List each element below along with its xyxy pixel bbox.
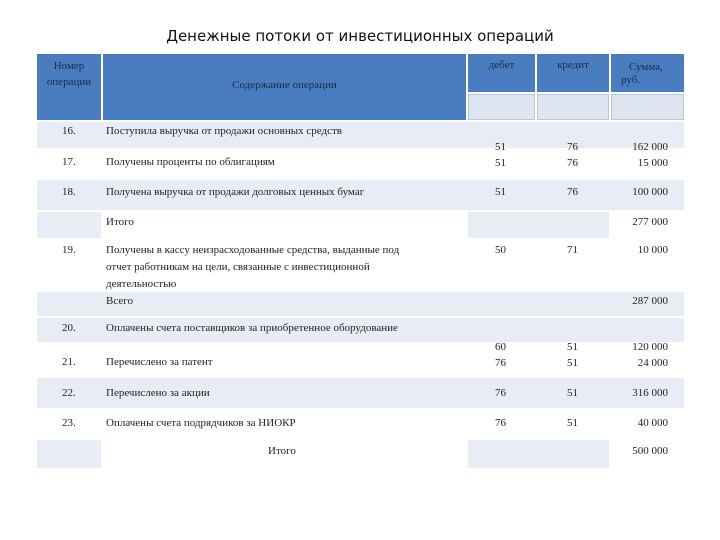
sum-18: 100 000 bbox=[632, 186, 668, 198]
row-num-18: 18. bbox=[62, 186, 76, 198]
vsego-label: Всего bbox=[106, 295, 133, 307]
header-sum-cell: Сумма, руб. bbox=[611, 54, 684, 92]
row-text-19-line1: Получены в кассу неизрасходованные средс… bbox=[106, 244, 400, 256]
credit-23: 51 bbox=[567, 417, 578, 429]
credit-20: 51 bbox=[567, 341, 578, 353]
header-debit-label: дебет bbox=[488, 59, 515, 71]
header-debit-cell: дебет bbox=[468, 54, 535, 92]
credit-19: 71 bbox=[567, 244, 578, 256]
itogo-2-label: Итого bbox=[268, 445, 296, 457]
sum-23: 40 000 bbox=[637, 417, 668, 429]
debit-19: 50 bbox=[495, 244, 506, 256]
sum-19: 10 000 bbox=[637, 244, 668, 256]
credit-18: 76 bbox=[567, 186, 578, 198]
row-num-16: 16. bbox=[62, 125, 76, 137]
credit-21: 51 bbox=[567, 357, 578, 369]
header-content-label: Содержание операции bbox=[232, 79, 337, 91]
debit-23: 76 bbox=[495, 417, 506, 429]
credit-22: 51 bbox=[567, 387, 578, 399]
debit-18: 51 bbox=[495, 186, 506, 198]
row-num-21: 21. bbox=[62, 356, 76, 368]
header-sum-line2: руб. bbox=[621, 74, 641, 86]
sum-21: 24 000 bbox=[637, 357, 668, 369]
header-credit-label: кредит bbox=[557, 59, 589, 71]
band-row-16 bbox=[37, 122, 684, 148]
itogo-1-label: Итого bbox=[106, 216, 134, 228]
header-credit-cell: кредит bbox=[537, 54, 609, 92]
row-text-19-line3: деятельностью bbox=[106, 278, 177, 290]
debit-16: 51 bbox=[495, 141, 506, 153]
header-sub-sum bbox=[611, 94, 684, 120]
row-num-20: 20. bbox=[62, 322, 76, 334]
row-num-17: 17. bbox=[62, 156, 76, 168]
debit-22: 76 bbox=[495, 387, 506, 399]
header-sum-line1: Сумма, bbox=[629, 61, 663, 73]
row-text-16: Поступила выручка от продажи основных ср… bbox=[106, 125, 343, 137]
debit-17: 51 bbox=[495, 157, 506, 169]
row-num-23: 23. bbox=[62, 417, 76, 429]
band-vsego bbox=[37, 292, 684, 316]
vsego-value: 287 000 bbox=[632, 295, 668, 307]
sum-20: 120 000 bbox=[632, 341, 668, 353]
row-text-18: Получена выручка от продажи долговых цен… bbox=[106, 186, 365, 198]
itogo-2-value: 500 000 bbox=[632, 445, 668, 457]
header-num-cell: Номер операции bbox=[37, 54, 101, 120]
row-num-22: 22. bbox=[62, 387, 76, 399]
band-itogo-2-left bbox=[37, 440, 101, 468]
band-itogo-2-right bbox=[468, 440, 609, 468]
band-row-20 bbox=[37, 318, 684, 342]
band-row-18 bbox=[37, 180, 684, 210]
sum-16: 162 000 bbox=[632, 141, 668, 153]
sum-17: 15 000 bbox=[637, 157, 668, 169]
debit-20: 60 bbox=[495, 341, 506, 353]
header-num-label: Номер операции bbox=[46, 60, 92, 88]
credit-16: 76 bbox=[567, 141, 578, 153]
header-content-cell: Содержание операции bbox=[103, 54, 466, 120]
itogo-1-value: 277 000 bbox=[632, 216, 668, 228]
debit-21: 76 bbox=[495, 357, 506, 369]
band-itogo-1-mid bbox=[468, 212, 609, 238]
row-text-20: Оплачены счета поставщиков за приобретен… bbox=[106, 322, 398, 334]
row-text-19-line2: отчет работникам на цели, связанные с ин… bbox=[106, 261, 370, 273]
band-itogo-1-left bbox=[37, 212, 101, 238]
header-sub-debit bbox=[468, 94, 535, 120]
row-text-23: Оплачены счета подрядчиков за НИОКР bbox=[106, 417, 296, 429]
credit-17: 76 bbox=[567, 157, 578, 169]
page-title: Денежные потоки от инвестиционных операц… bbox=[166, 27, 554, 45]
row-text-21: Перечислено за патент bbox=[106, 356, 213, 368]
row-num-19: 19. bbox=[62, 244, 76, 256]
band-row-22 bbox=[37, 378, 684, 408]
row-text-17: Получены проценты по облигациям bbox=[106, 156, 275, 168]
row-text-22: Перечислено за акции bbox=[106, 387, 210, 399]
header-sub-credit bbox=[537, 94, 609, 120]
sum-22: 316 000 bbox=[632, 387, 668, 399]
